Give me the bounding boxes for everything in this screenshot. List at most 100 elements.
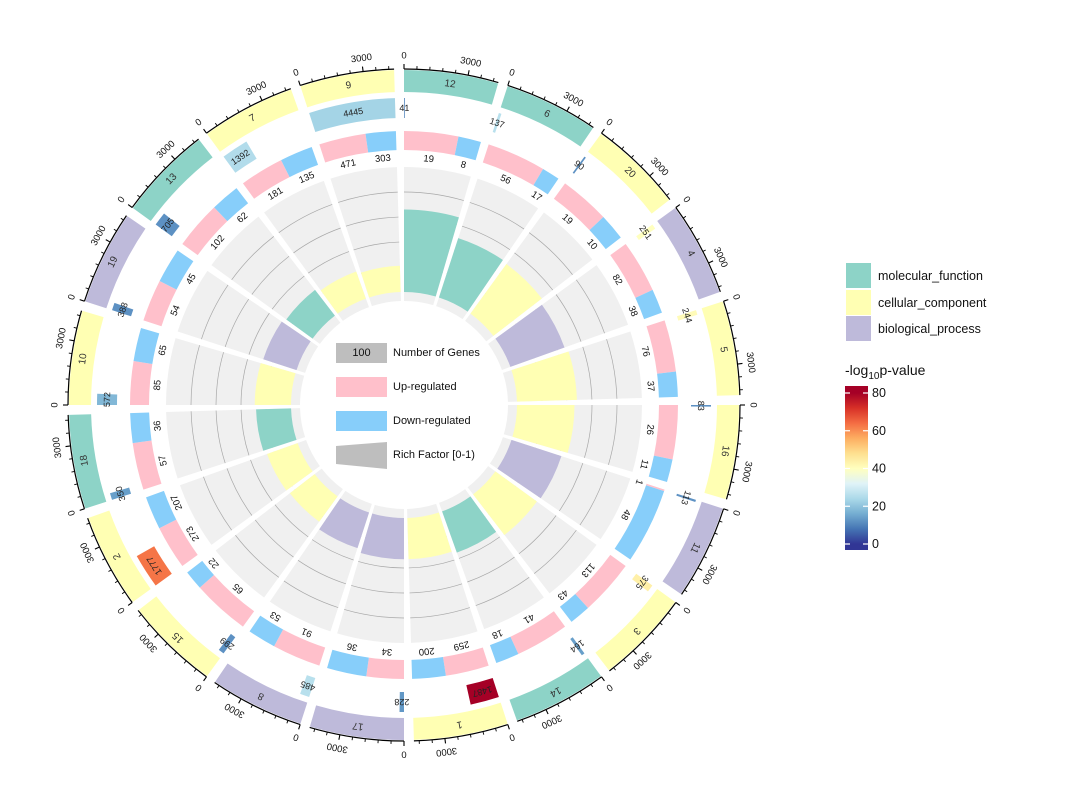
sector-17: 34 36 228 17 0 3000 bbox=[309, 504, 409, 760]
axis-tick-label: 0 bbox=[730, 509, 742, 517]
axis-tick bbox=[733, 337, 737, 340]
axis-tick bbox=[713, 273, 717, 276]
up-regulated-label: 82 bbox=[610, 273, 625, 288]
axis-tick bbox=[73, 327, 77, 329]
gene-number-box bbox=[300, 675, 316, 697]
axis-tick-label: 3000 bbox=[711, 246, 730, 270]
sector-10: 85 65 572 10 0 3000 bbox=[50, 310, 305, 408]
sector-8: 91 53 485 8 0 3000 bbox=[214, 490, 372, 743]
axis-tick bbox=[164, 643, 168, 646]
axis-tick bbox=[86, 522, 90, 525]
axis-tick bbox=[127, 602, 133, 606]
rich-factor-bar bbox=[263, 321, 311, 371]
rich-factor-bar bbox=[407, 512, 452, 560]
rich-factor-bar bbox=[473, 471, 537, 535]
down-regulated-label: 18 bbox=[490, 627, 504, 641]
down-regulated-bar bbox=[411, 656, 446, 679]
gene-number-box bbox=[399, 691, 404, 712]
sector-id-label: 19 bbox=[106, 254, 121, 269]
sector-axis-line bbox=[83, 215, 127, 302]
axis-tick bbox=[718, 285, 722, 288]
up-regulated-bar bbox=[646, 483, 665, 492]
axis-tick bbox=[137, 194, 141, 198]
axis-tick bbox=[727, 312, 731, 314]
rich-factor-gridline bbox=[606, 339, 618, 399]
axis-tick bbox=[457, 736, 459, 740]
rich-factor-bar bbox=[254, 363, 296, 405]
axis-tick-label: 0 bbox=[116, 194, 128, 205]
down-regulated-bar bbox=[657, 371, 678, 398]
up-regulated-bar bbox=[443, 647, 489, 676]
sector-axis-line bbox=[507, 84, 594, 128]
rich-factor-gridline bbox=[458, 536, 501, 559]
rich-factor-gridline bbox=[608, 404, 618, 465]
colorbar-tick-label: 0 bbox=[872, 537, 879, 551]
axis-tick-label: 0 bbox=[116, 605, 128, 616]
up-regulated-label: 34 bbox=[381, 646, 392, 658]
sector-19: 54 45 388 19 0 3000 bbox=[66, 215, 319, 373]
down-regulated-label: 45 bbox=[184, 272, 199, 287]
axis-tick bbox=[482, 731, 485, 735]
down-regulated-label: 10 bbox=[584, 237, 599, 252]
axis-tick bbox=[262, 710, 265, 714]
axis-tick bbox=[521, 719, 524, 723]
rich-factor-bar bbox=[511, 351, 577, 402]
axis-tick bbox=[590, 683, 594, 688]
up-regulated-bar bbox=[274, 629, 326, 666]
rich-factor-gridline bbox=[559, 462, 584, 512]
axis-tick bbox=[214, 122, 218, 127]
axis-tick-label: 0 bbox=[680, 194, 692, 205]
sector-id-label: 17 bbox=[351, 719, 364, 732]
axis-tick bbox=[69, 339, 75, 342]
rich-factor-gridline bbox=[311, 539, 354, 561]
axis-tick bbox=[203, 128, 207, 134]
axis-tick bbox=[102, 558, 106, 561]
axis-tick-label: 3000 bbox=[540, 712, 564, 731]
colorbar-title-suffix: p-value bbox=[879, 362, 925, 378]
center-legend: 100 Number of Genes Up-regulated Down-re… bbox=[336, 343, 480, 469]
axis-tick bbox=[298, 724, 301, 730]
rich-factor-gridline bbox=[240, 409, 250, 456]
legend-number-box bbox=[336, 343, 387, 363]
axis-tick bbox=[507, 724, 510, 730]
rich-factor-gridline bbox=[278, 204, 333, 233]
category-band bbox=[587, 133, 670, 214]
axis-tick bbox=[85, 287, 89, 290]
axis-tick bbox=[113, 228, 117, 232]
up-regulated-bar bbox=[130, 360, 153, 405]
up-regulated-label: 19 bbox=[423, 153, 435, 165]
category-band bbox=[704, 405, 739, 500]
pvalue-colorbar: -log10p-value 80 60 40 20 0 bbox=[845, 362, 926, 551]
axis-tick-label: 0 bbox=[730, 293, 742, 301]
sector-id-label: 2 bbox=[111, 551, 124, 561]
rich-factor-gridline bbox=[274, 504, 309, 538]
gene-number-label: 113 bbox=[679, 489, 693, 506]
axis-tick bbox=[519, 86, 522, 90]
axis-tick bbox=[146, 624, 150, 627]
axis-tick bbox=[545, 709, 549, 715]
sector-axis-line bbox=[214, 682, 301, 726]
rich-factor-gridline bbox=[251, 255, 290, 295]
axis-tick bbox=[735, 350, 739, 352]
axis-tick bbox=[469, 734, 472, 738]
colorbar-tick-label: 60 bbox=[872, 424, 886, 438]
rich-factor-gridline bbox=[534, 529, 577, 574]
gene-number-label: 137 bbox=[488, 116, 505, 130]
axis-tick bbox=[91, 534, 95, 537]
sector-axis-line bbox=[131, 138, 199, 208]
category-band bbox=[88, 510, 151, 602]
axis-tick bbox=[248, 103, 251, 107]
rich-factor-bar bbox=[360, 265, 401, 298]
sector-id-label: 7 bbox=[248, 112, 258, 125]
rich-factor-gridline bbox=[224, 298, 249, 348]
axis-tick bbox=[138, 614, 142, 617]
sector-axis-line bbox=[309, 726, 405, 742]
gene-number-label: 41 bbox=[399, 103, 409, 113]
axis-tick-label: 3000 bbox=[54, 327, 69, 350]
up-regulated-label: 85 bbox=[152, 379, 164, 390]
sector-axis-line bbox=[299, 68, 395, 87]
sector-id-label: 8 bbox=[256, 689, 266, 702]
